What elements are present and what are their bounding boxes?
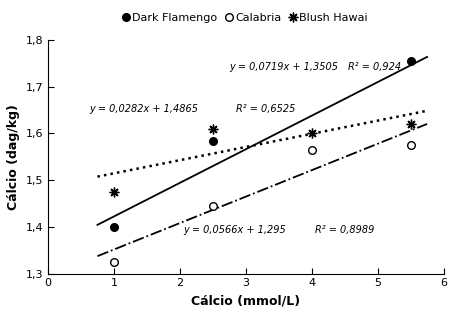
Y-axis label: Cálcio (dag/kg): Cálcio (dag/kg): [7, 104, 20, 210]
Text: R² = 0,6525: R² = 0,6525: [236, 105, 295, 115]
Text: y = 0,0566x + 1,295: y = 0,0566x + 1,295: [183, 225, 286, 235]
Text: y = 0,0282x + 1,4865: y = 0,0282x + 1,4865: [89, 105, 198, 115]
Legend: Dark Flamengo, Calabria, Blush Hawai: Dark Flamengo, Calabria, Blush Hawai: [119, 8, 372, 27]
Text: R² = 0,924: R² = 0,924: [348, 62, 401, 73]
Text: R² = 0,8989: R² = 0,8989: [315, 225, 375, 235]
Text: y = 0,0719x + 1,3505: y = 0,0719x + 1,3505: [229, 62, 338, 73]
X-axis label: Cálcio (mmol/L): Cálcio (mmol/L): [191, 294, 301, 307]
